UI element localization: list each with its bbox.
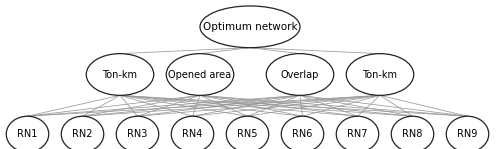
Ellipse shape [6, 116, 49, 149]
Text: RN4: RN4 [182, 129, 203, 139]
Text: Opened area: Opened area [168, 69, 232, 80]
Ellipse shape [86, 54, 154, 95]
Ellipse shape [116, 116, 159, 149]
Text: RN7: RN7 [347, 129, 368, 139]
Ellipse shape [266, 54, 334, 95]
Text: RN3: RN3 [128, 129, 148, 139]
Ellipse shape [346, 54, 414, 95]
Text: RN2: RN2 [72, 129, 93, 139]
Text: Ton-km: Ton-km [362, 69, 398, 80]
Ellipse shape [226, 116, 269, 149]
Ellipse shape [171, 116, 214, 149]
Text: RN9: RN9 [458, 129, 477, 139]
Ellipse shape [200, 6, 300, 48]
Text: RN1: RN1 [18, 129, 38, 139]
Ellipse shape [61, 116, 104, 149]
Text: Ton-km: Ton-km [102, 69, 138, 80]
Ellipse shape [336, 116, 379, 149]
Text: RN5: RN5 [238, 129, 258, 139]
Text: RN8: RN8 [402, 129, 422, 139]
Text: Overlap: Overlap [281, 69, 319, 80]
Ellipse shape [391, 116, 434, 149]
Ellipse shape [166, 54, 234, 95]
Ellipse shape [446, 116, 489, 149]
Ellipse shape [281, 116, 324, 149]
Text: Optimum network: Optimum network [202, 22, 298, 32]
Text: RN6: RN6 [292, 129, 312, 139]
